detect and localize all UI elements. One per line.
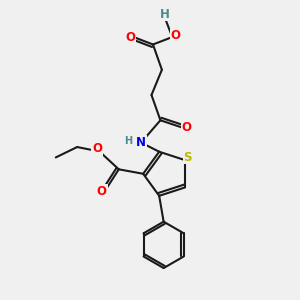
Text: O: O <box>92 142 102 155</box>
Text: N: N <box>136 136 146 149</box>
Text: H: H <box>160 8 170 21</box>
Text: H: H <box>124 136 133 146</box>
Text: O: O <box>170 29 180 42</box>
Text: O: O <box>125 31 135 44</box>
Text: O: O <box>97 185 107 198</box>
Text: O: O <box>181 121 191 134</box>
Text: S: S <box>183 151 192 164</box>
